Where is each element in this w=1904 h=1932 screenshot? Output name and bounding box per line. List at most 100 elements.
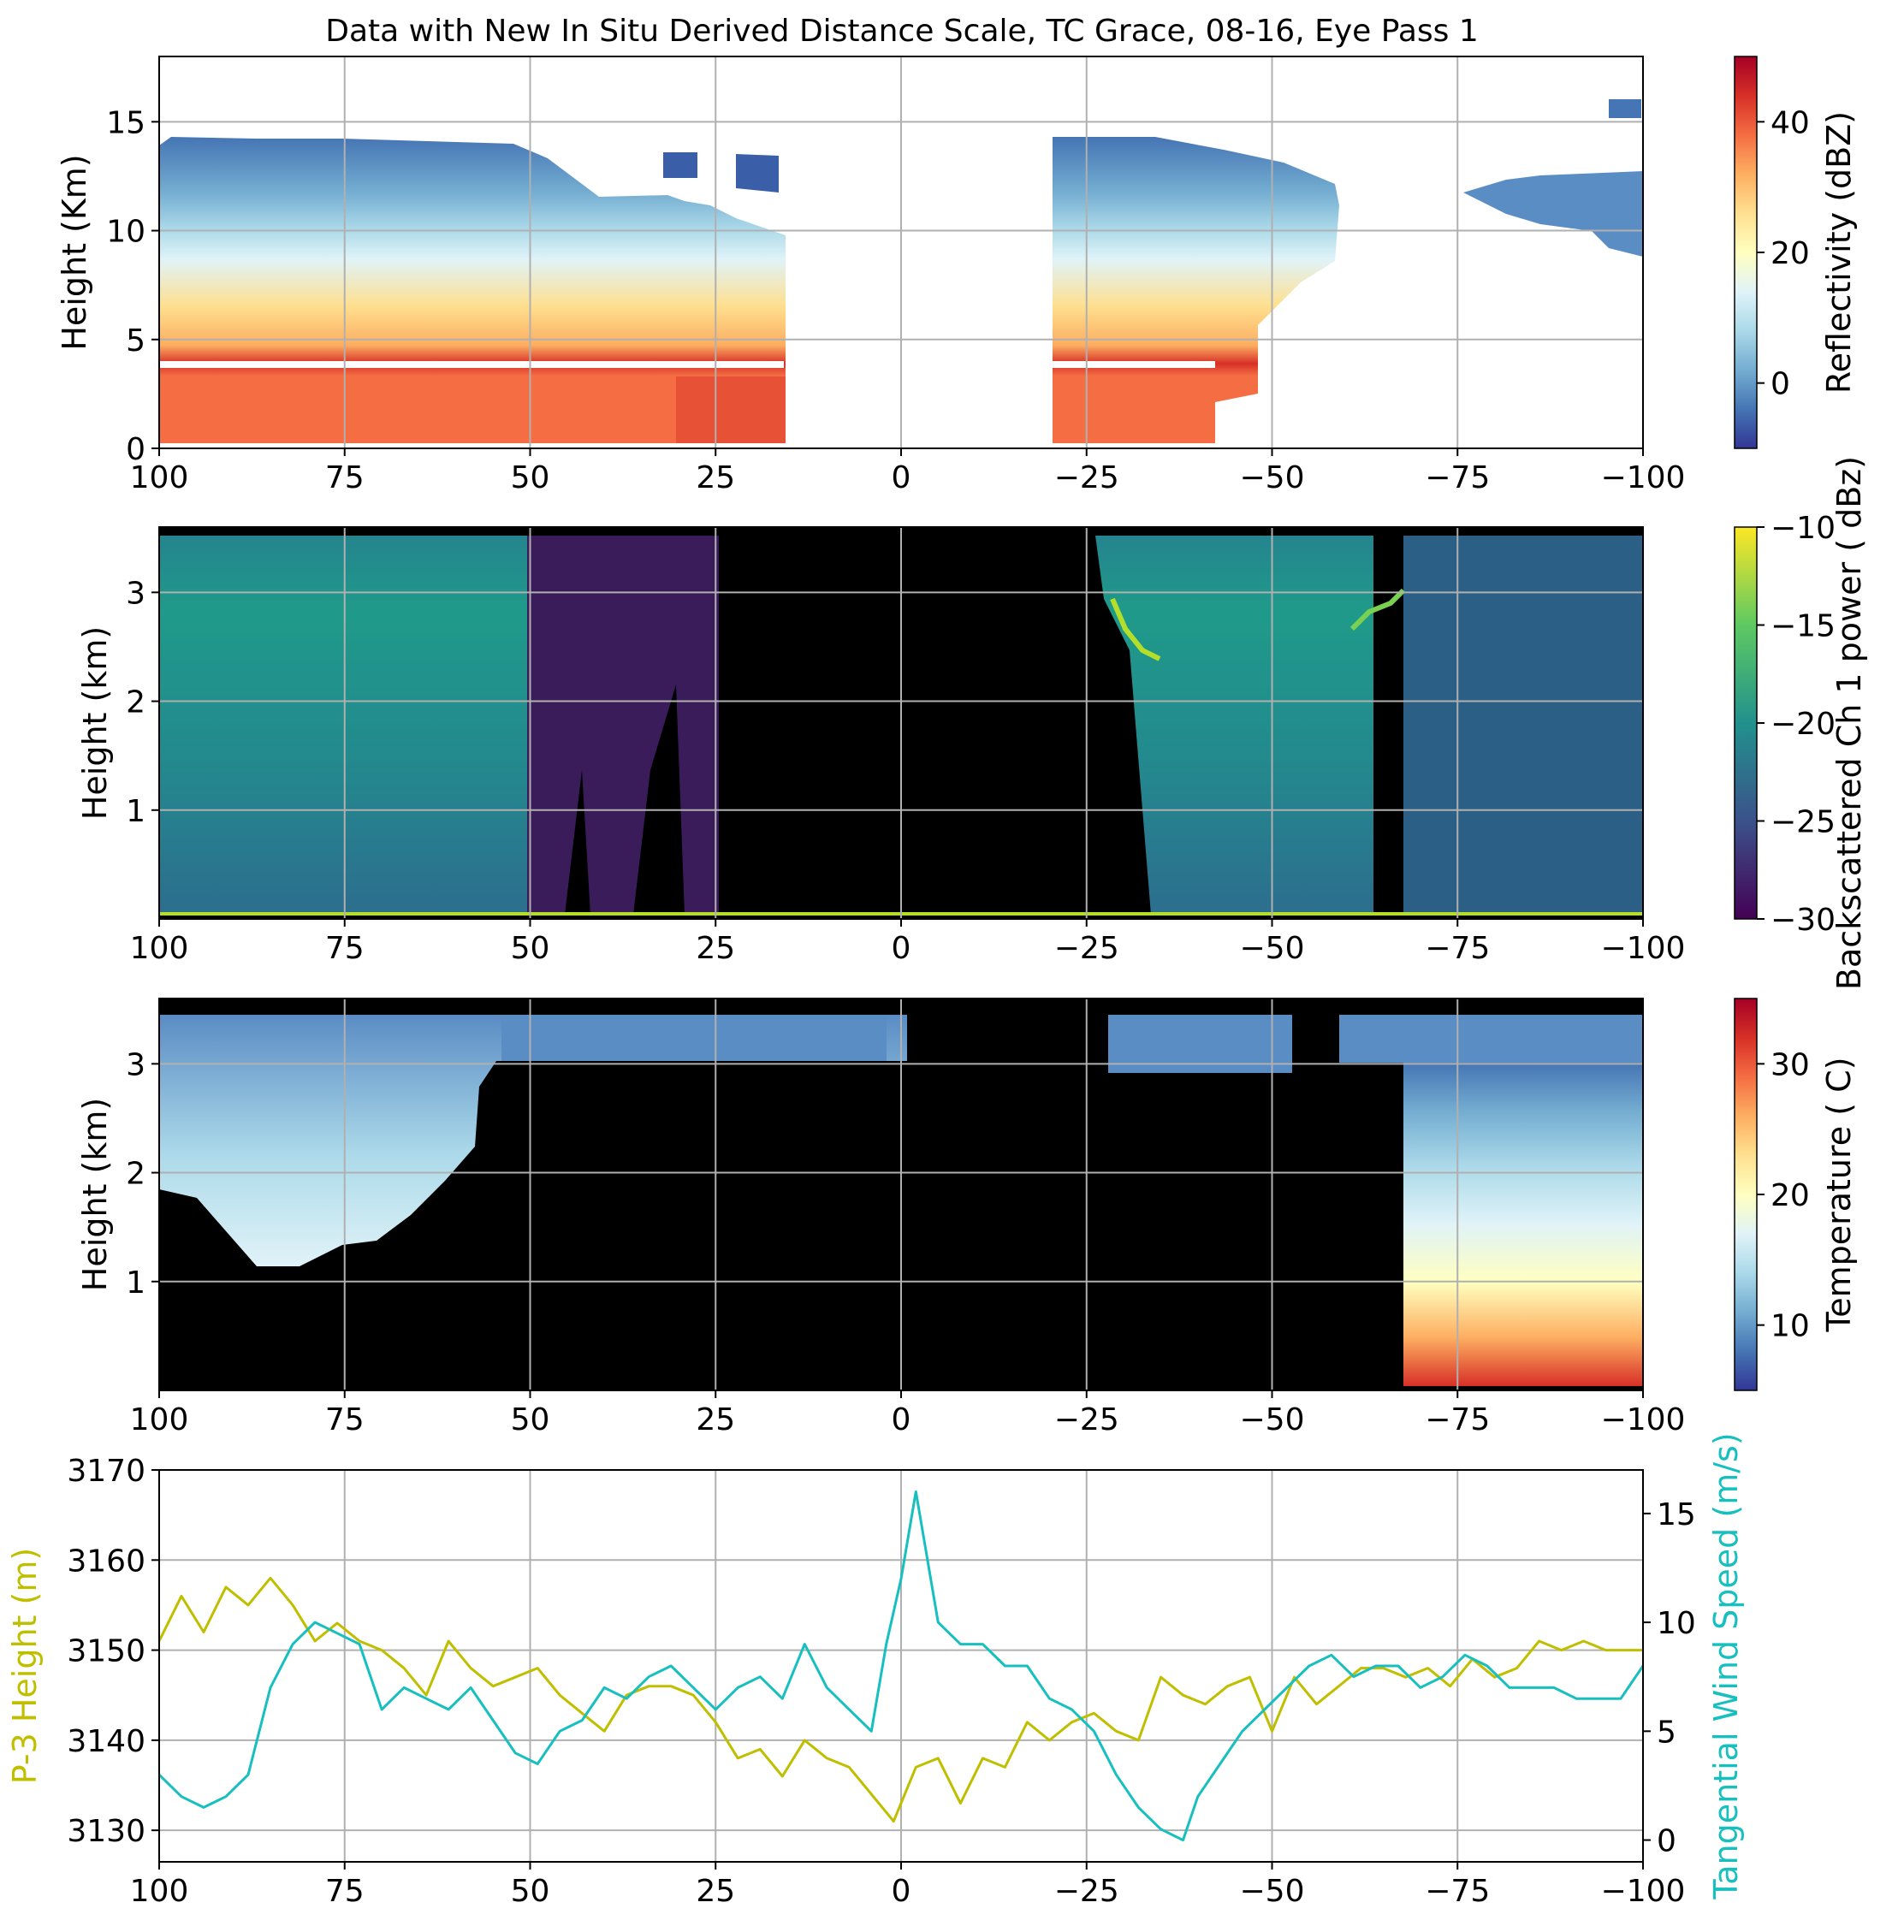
backscatter-field-left-clear-air (159, 536, 527, 915)
reflectivity-convective-core (676, 376, 786, 443)
colorbar-tick-label: −20 (1771, 707, 1836, 742)
colorbar-tick-label: 30 (1771, 1047, 1810, 1082)
temperature-colorbar (1734, 998, 1758, 1391)
x-tick-label: 50 (511, 931, 550, 966)
figure-title: Data with New In Situ Derived Distance S… (325, 14, 1479, 49)
backscatter-x-ticks: 100 75 50 25 0 −25 −50 −75 −100 (130, 919, 1686, 966)
colorbar-tick-label: −30 (1771, 903, 1836, 938)
x-tick-label: 75 (325, 460, 365, 495)
left-y-tick-label: 3130 (67, 1814, 145, 1849)
x-tick-label: 100 (130, 460, 189, 495)
x-tick-label: −25 (1054, 1402, 1119, 1437)
reflectivity-y-ticks: 0 5 10 15 (106, 105, 159, 467)
x-tick-label: −75 (1425, 1402, 1490, 1437)
left-y-tick-label: 3150 (67, 1634, 145, 1669)
backscatter-field-right-clear-air (1403, 536, 1643, 915)
reflectivity-field (159, 99, 1643, 443)
y-tick-label: 0 (126, 432, 145, 467)
reflectivity-colorbar (1734, 56, 1758, 449)
colorbar-tick-label: −10 (1771, 511, 1836, 546)
panel-reflectivity: 100 75 50 25 0 −25 −50 −75 −100 0 5 10 15 Height (K… (56, 56, 1858, 495)
x-tick-label: 25 (696, 1402, 735, 1437)
x-tick-label: 25 (696, 460, 735, 495)
y-tick-label: 10 (106, 215, 145, 250)
temperature-field-right-upper (1339, 1015, 1643, 1063)
colorbar-tick-label: −25 (1771, 805, 1836, 840)
x-tick-label: −50 (1240, 1874, 1305, 1909)
backscatter-colorbar-label: Backscattered Ch 1 power ( dBz) (1830, 456, 1868, 990)
x-tick-label: 25 (696, 1874, 735, 1909)
temperature-colorbar-label: Temperature ( C) (1820, 1057, 1858, 1332)
reflectivity-cloud-top-fragments (663, 152, 779, 193)
flight-level-right-y-ticks: 0 5 10 15 (1643, 1497, 1696, 1859)
backscatter-grid (158, 527, 1644, 919)
reflectivity-echo-right (1053, 137, 1339, 443)
right-y-tick-label: 15 (1657, 1497, 1696, 1532)
temperature-y-label: Height (km) (76, 1098, 114, 1291)
reflectivity-x-ticks: 100 75 50 25 0 −25 −50 −75 −100 (130, 448, 1686, 495)
x-tick-label: −25 (1054, 460, 1119, 495)
temperature-y-ticks: 1 2 3 (126, 1047, 159, 1301)
flight-level-left-y-label: P-3 Height (m) (6, 1548, 44, 1784)
y-tick-label: 1 (126, 794, 145, 829)
right-y-tick-label: 0 (1657, 1824, 1676, 1859)
reflectivity-high-cell (1609, 99, 1641, 118)
x-tick-label: 0 (892, 1402, 911, 1437)
x-tick-label: −100 (1601, 1402, 1686, 1437)
y-tick-label: 3 (126, 576, 145, 611)
temperature-field-eye-left (501, 1015, 887, 1061)
x-tick-label: 75 (325, 931, 365, 966)
x-tick-label: 50 (511, 1874, 550, 1909)
x-tick-label: −25 (1054, 1874, 1119, 1909)
x-tick-label: 100 (130, 1874, 189, 1909)
right-y-tick-label: 10 (1657, 1606, 1696, 1641)
x-tick-label: −75 (1425, 1874, 1490, 1909)
backscatter-cloud-edge-highlight (1110, 597, 1161, 661)
reflectivity-colorbar-ticks: 0 20 40 (1757, 105, 1810, 402)
x-tick-label: −100 (1601, 1874, 1686, 1909)
temperature-field-right-column (1403, 1063, 1643, 1386)
x-tick-label: 50 (511, 1402, 550, 1437)
colorbar-tick-label: −15 (1771, 609, 1836, 644)
x-tick-label: 75 (325, 1874, 365, 1909)
reflectivity-melting-gap-left (159, 361, 784, 368)
left-y-tick-label: 3140 (67, 1724, 145, 1759)
backscatter-y-ticks: 1 2 3 (126, 576, 159, 829)
backscatter-colorbar-ticks: −10 −15 −20 −25 −30 (1757, 511, 1836, 938)
colorbar-tick-label: 40 (1771, 105, 1810, 140)
temperature-x-ticks: 100 75 50 25 0 −25 −50 −75 −100 (130, 1390, 1686, 1437)
flight-level-x-ticks: 100 75 50 25 0 −25 −50 −75 −100 (130, 1862, 1686, 1909)
colorbar-tick-label: 20 (1771, 236, 1810, 271)
y-tick-label: 2 (126, 1157, 145, 1192)
x-tick-label: −100 (1601, 931, 1686, 966)
y-tick-label: 2 (126, 685, 145, 720)
x-tick-label: 50 (511, 460, 550, 495)
x-tick-label: 0 (892, 1874, 911, 1909)
x-tick-label: 0 (892, 931, 911, 966)
x-tick-label: 25 (696, 931, 735, 966)
panel-backscatter: 100 75 50 25 0 −25 −50 −75 −100 123 Height (km) … (76, 456, 1868, 990)
p3-height-line (157, 1576, 1643, 1823)
y-tick-label: 3 (126, 1047, 145, 1082)
backscatter-field-eyewall-clear-air (1095, 536, 1373, 915)
reflectivity-anvil-far-right (1463, 171, 1643, 257)
right-y-tick-label: 5 (1657, 1715, 1676, 1750)
y-tick-label: 1 (126, 1265, 145, 1301)
x-tick-label: −75 (1425, 931, 1490, 966)
colorbar-tick-label: 20 (1771, 1178, 1810, 1213)
backscatter-field-scattered-cloud (527, 536, 719, 915)
x-tick-label: 0 (892, 460, 911, 495)
flight-level-lines (157, 1490, 1645, 1842)
x-tick-label: 75 (325, 1402, 365, 1437)
reflectivity-y-label: Height (Km) (56, 154, 93, 350)
backscatter-cloud-edge-highlight-right (1349, 588, 1406, 631)
y-tick-label: 15 (106, 105, 145, 140)
x-tick-label: −75 (1425, 460, 1490, 495)
flight-level-right-y-label: Tangential Wind Speed (m/s) (1707, 1432, 1745, 1899)
x-tick-label: −100 (1601, 460, 1686, 495)
x-tick-label: −50 (1240, 460, 1305, 495)
x-tick-label: −50 (1240, 1402, 1305, 1437)
x-tick-label: 100 (130, 931, 189, 966)
temperature-colorbar-ticks: 10 20 30 (1757, 1047, 1810, 1344)
